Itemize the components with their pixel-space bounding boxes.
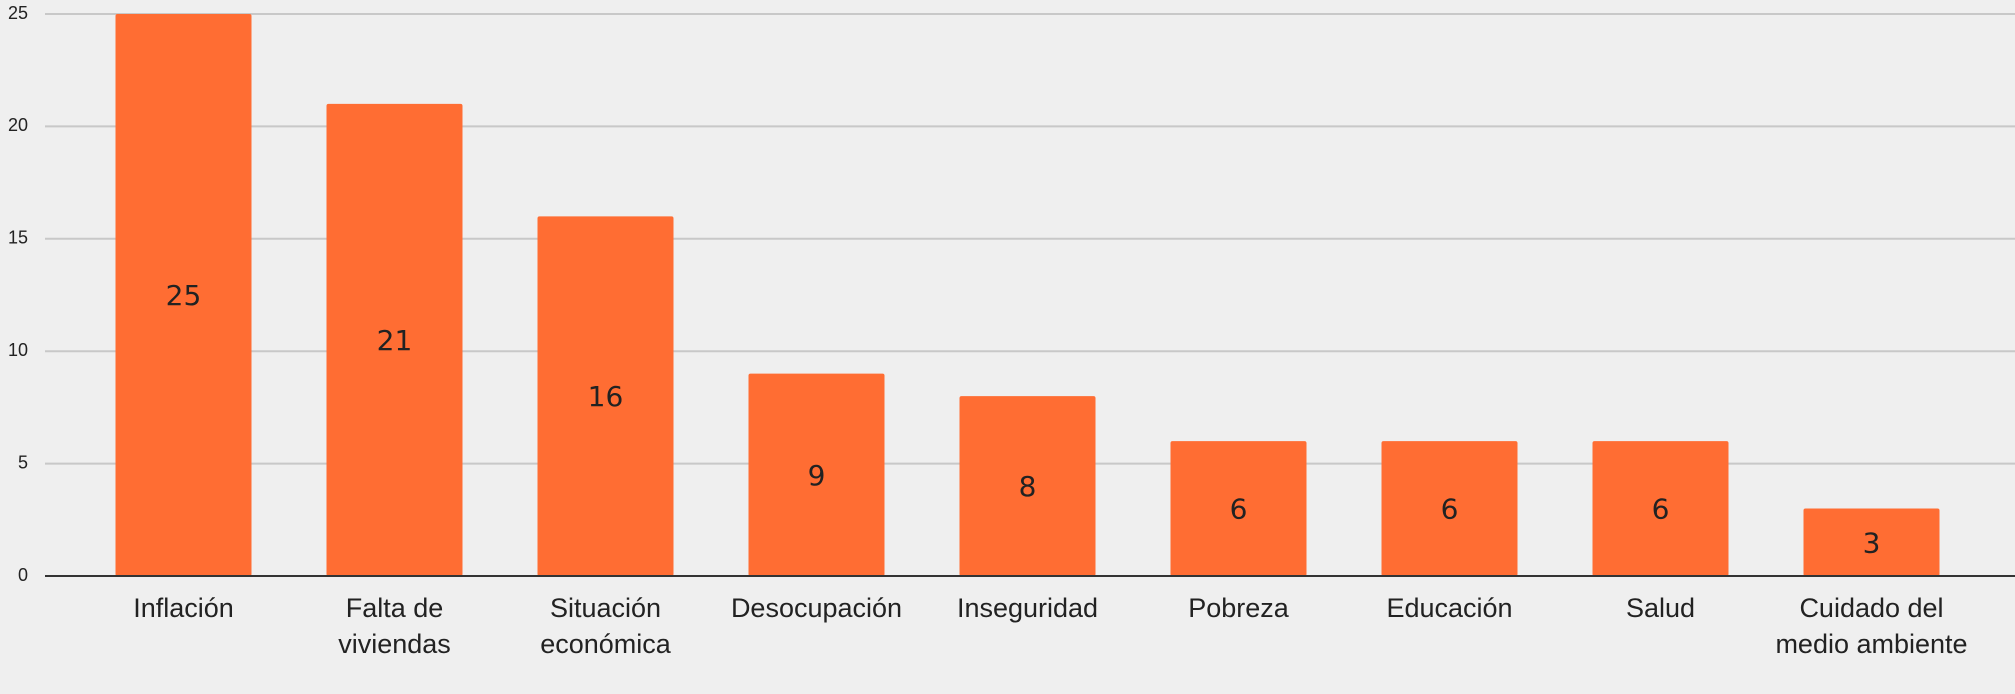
y-tick-label: 25 xyxy=(8,3,28,23)
value-label: 25 xyxy=(166,279,202,312)
bar xyxy=(748,373,885,576)
x-tick-label-box: Desocupación xyxy=(730,593,903,623)
x-tick-label-box: Pobreza xyxy=(1188,593,1289,623)
x-tick-label: Cuidado del medio ambiente xyxy=(1775,593,1968,659)
value-label: 3 xyxy=(1863,526,1881,559)
y-tick-label: 0 xyxy=(18,565,28,585)
x-tick-label: Falta de viviendas xyxy=(338,593,451,659)
bar xyxy=(1170,441,1307,576)
x-tick-label-box: Cuidado del medio ambiente xyxy=(1775,593,1968,659)
x-tick-label: Pobreza xyxy=(1188,593,1289,623)
bar xyxy=(537,216,674,576)
x-tick-label-box: Inseguridad xyxy=(956,593,1099,623)
bar xyxy=(1803,508,1940,576)
x-tick-label: Inseguridad xyxy=(956,593,1099,623)
bar xyxy=(1381,441,1518,576)
y-tick-label: 5 xyxy=(18,452,28,472)
x-tick-label-box: Falta de viviendas xyxy=(338,593,451,659)
x-tick-label: Salud xyxy=(1625,593,1696,623)
x-tick-label-box: Situación económica xyxy=(540,593,671,659)
x-tick-label: Inflación xyxy=(133,593,234,623)
value-label: 8 xyxy=(1019,470,1037,503)
value-label: 16 xyxy=(588,380,624,413)
x-tick-label-box: Inflación xyxy=(133,593,234,623)
value-label: 6 xyxy=(1652,493,1670,526)
value-label: 6 xyxy=(1230,493,1248,526)
x-tick-label: Educación xyxy=(1386,593,1513,623)
y-tick-label: 10 xyxy=(8,340,28,360)
value-label: 6 xyxy=(1441,493,1459,526)
bar xyxy=(959,396,1096,576)
bar xyxy=(326,103,463,577)
y-tick-label: 15 xyxy=(8,228,28,248)
bar xyxy=(115,14,252,576)
x-tick-label-box: Salud xyxy=(1625,593,1696,623)
x-tick-label: Situación económica xyxy=(540,593,671,659)
y-tick-label: 20 xyxy=(8,115,28,135)
value-label: 9 xyxy=(808,459,826,492)
bar xyxy=(1592,441,1729,576)
x-tick-label-box: Educación xyxy=(1386,593,1513,623)
value-label: 21 xyxy=(377,324,413,357)
x-tick-label: Desocupación xyxy=(730,593,903,623)
